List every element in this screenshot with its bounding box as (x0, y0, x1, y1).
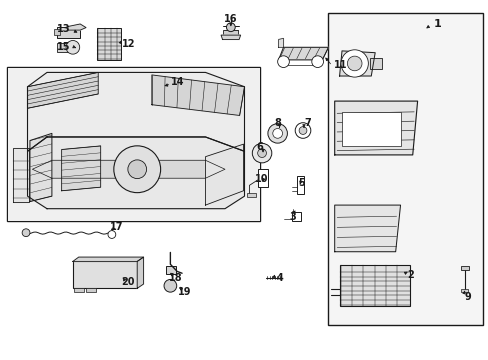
Text: 13: 13 (57, 24, 71, 35)
Text: 7: 7 (304, 118, 311, 128)
Ellipse shape (267, 123, 287, 143)
Bar (74, 288, 83, 292)
Ellipse shape (22, 229, 30, 237)
Polygon shape (27, 72, 98, 108)
Polygon shape (278, 47, 328, 60)
Bar (57, 27, 80, 38)
Polygon shape (137, 257, 143, 288)
Ellipse shape (277, 56, 289, 68)
Polygon shape (13, 148, 29, 202)
Bar (369, 58, 382, 69)
Text: 14: 14 (170, 77, 183, 87)
Bar (57, 42, 76, 51)
Ellipse shape (114, 146, 160, 193)
Polygon shape (32, 160, 224, 178)
Ellipse shape (272, 129, 282, 138)
Ellipse shape (257, 149, 266, 157)
Text: 9: 9 (464, 292, 470, 302)
Text: 15: 15 (57, 42, 71, 51)
Ellipse shape (311, 56, 323, 68)
Text: 16: 16 (224, 14, 237, 24)
Polygon shape (205, 144, 243, 205)
Polygon shape (73, 257, 143, 261)
Text: 3: 3 (288, 212, 295, 221)
Ellipse shape (295, 123, 310, 138)
Bar (7, 68, 259, 221)
Polygon shape (27, 72, 244, 151)
Ellipse shape (346, 56, 361, 71)
Polygon shape (30, 134, 52, 202)
Text: 10: 10 (254, 174, 268, 184)
Bar (166, 266, 176, 274)
Polygon shape (152, 75, 244, 116)
Bar (6, 67, 260, 221)
Bar (97, 28, 121, 60)
Bar (460, 266, 468, 270)
Bar (291, 212, 300, 221)
Text: 20: 20 (122, 277, 135, 287)
Polygon shape (27, 137, 244, 209)
Bar (246, 193, 255, 197)
Bar (296, 176, 304, 194)
Ellipse shape (127, 160, 146, 179)
Bar (86, 288, 96, 292)
Polygon shape (278, 39, 283, 47)
Text: 12: 12 (122, 39, 135, 49)
Ellipse shape (226, 23, 235, 32)
Bar (73, 261, 137, 288)
Bar (341, 112, 400, 146)
Text: 6: 6 (256, 141, 263, 152)
Polygon shape (334, 205, 400, 252)
Ellipse shape (252, 143, 271, 163)
Bar (223, 30, 237, 35)
Text: 4: 4 (276, 273, 283, 283)
Ellipse shape (66, 40, 80, 54)
Ellipse shape (299, 127, 306, 134)
Text: 1: 1 (432, 19, 440, 29)
Ellipse shape (340, 50, 367, 77)
Bar (54, 29, 60, 36)
Text: 5: 5 (298, 177, 305, 188)
Ellipse shape (108, 231, 116, 238)
Text: 8: 8 (274, 118, 281, 128)
Polygon shape (339, 51, 374, 76)
Polygon shape (334, 101, 417, 155)
Text: 17: 17 (110, 222, 123, 232)
Text: 2: 2 (406, 270, 413, 280)
Bar (257, 168, 268, 187)
Bar (461, 289, 468, 292)
Bar (339, 265, 409, 306)
Bar (328, 13, 483, 325)
Polygon shape (221, 35, 240, 40)
Ellipse shape (163, 279, 176, 292)
Polygon shape (68, 24, 86, 30)
Polygon shape (61, 146, 101, 191)
Text: 18: 18 (169, 273, 183, 283)
Text: 19: 19 (178, 287, 191, 297)
Text: 11: 11 (334, 60, 347, 70)
